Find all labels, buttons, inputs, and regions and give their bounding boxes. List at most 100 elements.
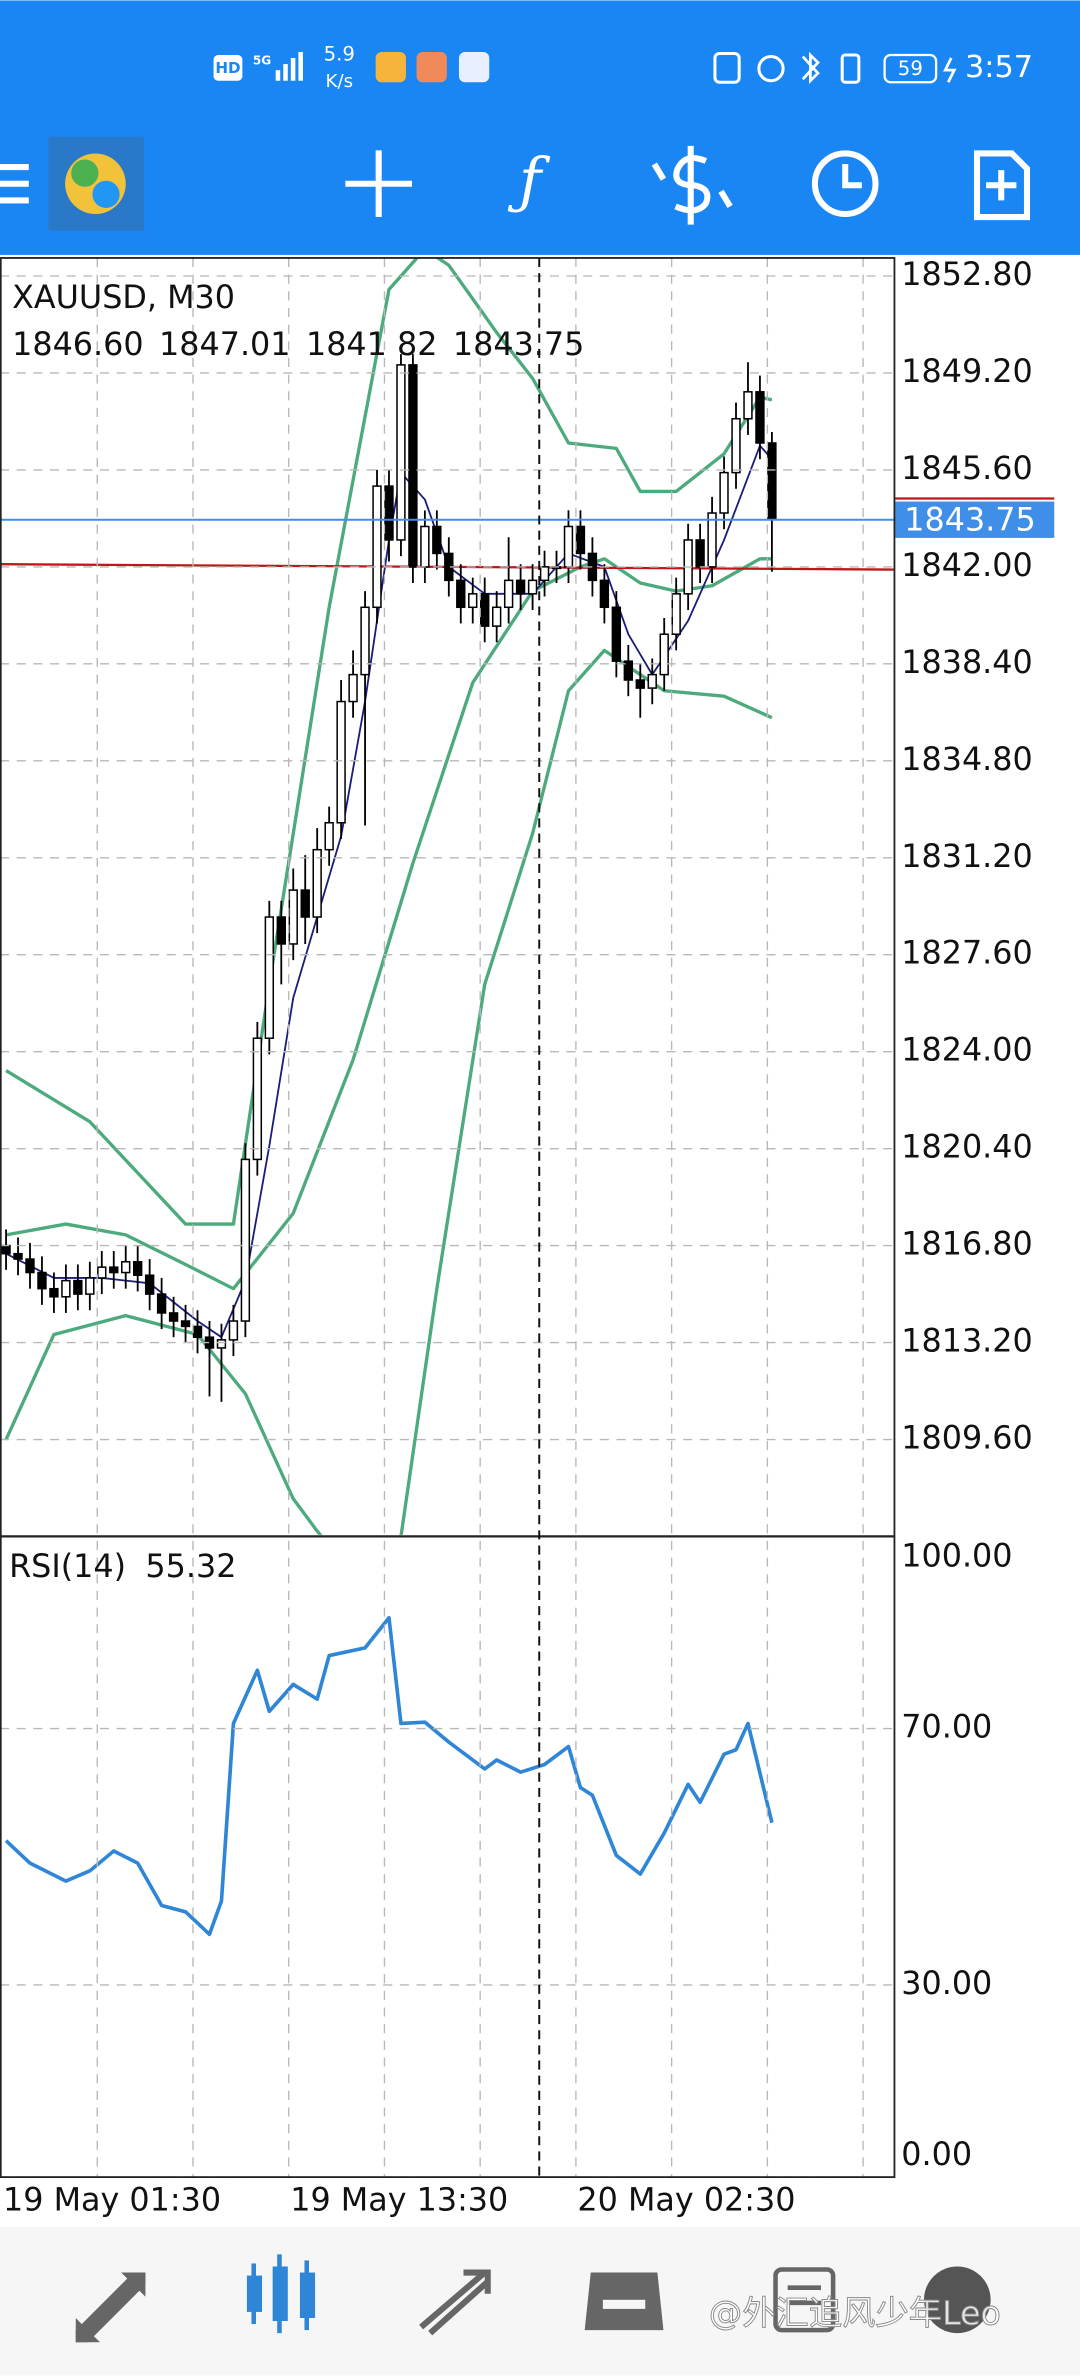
chart-area: 1852.80 1849.20 1845.60 1842.00 1838.40 1834.…: [0, 256, 1055, 2218]
signal-bar: [275, 70, 281, 81]
overlay-line: [4, 648, 773, 1535]
y-tick-label: 0.00: [901, 2136, 972, 2173]
candle-body: [97, 1266, 107, 1279]
nfc-icon: [713, 51, 741, 84]
candle-body: [61, 1279, 71, 1298]
y-tick-label: 100.00: [901, 1538, 1012, 1575]
candle-body: [49, 1287, 59, 1298]
candle-body: [695, 539, 705, 568]
new-order-button[interactable]: [973, 150, 1031, 221]
candle-body: [659, 633, 669, 676]
crosshair-button[interactable]: [345, 150, 413, 218]
price-panel: [0, 257, 894, 1535]
y-tick-label: 1845.60: [901, 450, 1032, 487]
vibrate-icon: [840, 53, 861, 84]
history-button[interactable]: [811, 150, 879, 218]
y-tick-label: 1842.00: [901, 547, 1032, 584]
y-tick-label: 1834.80: [901, 741, 1032, 778]
ohlc-low: 1841 82: [306, 326, 437, 363]
candle-body: [348, 673, 358, 703]
candle-body: [288, 889, 298, 945]
ohlc-high: 1847.01: [159, 326, 291, 363]
price-tag: [895, 501, 1055, 538]
candle-body: [216, 1339, 227, 1349]
quotes-tab[interactable]: [75, 2272, 146, 2343]
rsi-panel: [4, 1615, 774, 1937]
rsi-value: 55.32: [145, 1548, 236, 1585]
candle-body: [324, 821, 334, 851]
speed-value: 5.9: [324, 42, 355, 65]
chart-tab[interactable]: [246, 2254, 316, 2334]
hd-badge: [213, 54, 243, 81]
candle-body: [132, 1261, 143, 1276]
speed-unit: K/s: [326, 71, 353, 92]
candle-body: [647, 673, 657, 689]
trade-tab[interactable]: [419, 2269, 491, 2336]
x-tick-label: 20 May 02:30: [577, 2181, 795, 2218]
candle-body: [456, 579, 466, 609]
candle-body: [539, 566, 550, 582]
y-tick-label: 1852.80: [901, 256, 1032, 293]
candle-body: [635, 679, 645, 689]
candle-body: [396, 364, 406, 541]
bluetooth-icon: [801, 51, 820, 85]
clock: 3:57: [965, 50, 1033, 85]
y-tick-label: 1849.20: [901, 353, 1032, 390]
chart-border: [0, 257, 896, 2179]
candle-body: [360, 606, 370, 676]
candle-body: [731, 417, 741, 474]
ohlc-close: 1843.75: [453, 326, 584, 363]
candle-body: [468, 593, 478, 609]
candle-body: [503, 579, 514, 609]
y-tick-label: 1809.60: [901, 1420, 1032, 1457]
y-tick-label: 1824.00: [901, 1032, 1032, 1069]
signal-bar: [290, 58, 296, 81]
candle-body: [767, 442, 777, 521]
news-tab[interactable]: [773, 2267, 836, 2333]
candle-body: [312, 848, 322, 918]
battery-level: 59: [898, 57, 923, 80]
trade-button[interactable]: [651, 145, 733, 225]
menu-button[interactable]: [0, 164, 29, 204]
signal-bar: [283, 64, 288, 81]
candle-body: [491, 606, 502, 627]
overlay-line: [5, 444, 773, 1339]
candle-body: [515, 579, 526, 595]
app-icon: [416, 51, 447, 83]
candle-body: [276, 916, 286, 945]
alarm-icon: [757, 54, 785, 83]
y-tick-label: 1820.40: [901, 1129, 1032, 1166]
candle-body: [707, 512, 717, 568]
battery-icon: [883, 53, 938, 84]
candle-body: [755, 391, 765, 444]
candle-body: [109, 1266, 119, 1274]
candle-body: [192, 1325, 203, 1338]
app-icon: [375, 51, 406, 83]
candle-body: [73, 1279, 83, 1295]
candle-body: [144, 1274, 155, 1295]
y-tick-label: 1838.40: [901, 644, 1032, 681]
y-tick-label: 1827.60: [901, 935, 1032, 972]
candle-body: [13, 1252, 23, 1260]
charging-icon: [942, 57, 957, 83]
overlay-line: [5, 257, 773, 1226]
price-tag-label: 1843.75: [904, 501, 1036, 538]
candle-body: [180, 1320, 191, 1328]
candle-body: [168, 1312, 179, 1322]
candle-body: [372, 485, 382, 609]
signal-bar: [298, 51, 303, 81]
candle-body: [336, 700, 346, 824]
x-tick-label: 19 May 01:30: [3, 2181, 221, 2218]
candle-body: [1, 1244, 11, 1255]
candle-body: [480, 593, 490, 627]
candle-body: [156, 1293, 167, 1314]
candle-body: [85, 1277, 95, 1295]
settings-tab[interactable]: [923, 2266, 991, 2334]
history-tab[interactable]: [584, 2272, 664, 2331]
mt4-logo[interactable]: [48, 136, 144, 231]
candle-body: [228, 1320, 239, 1341]
x-tick-label: 19 May 13:30: [290, 2181, 508, 2218]
candle-body: [384, 485, 394, 541]
candle-body: [432, 525, 442, 555]
rsi-line: [4, 1615, 774, 1937]
